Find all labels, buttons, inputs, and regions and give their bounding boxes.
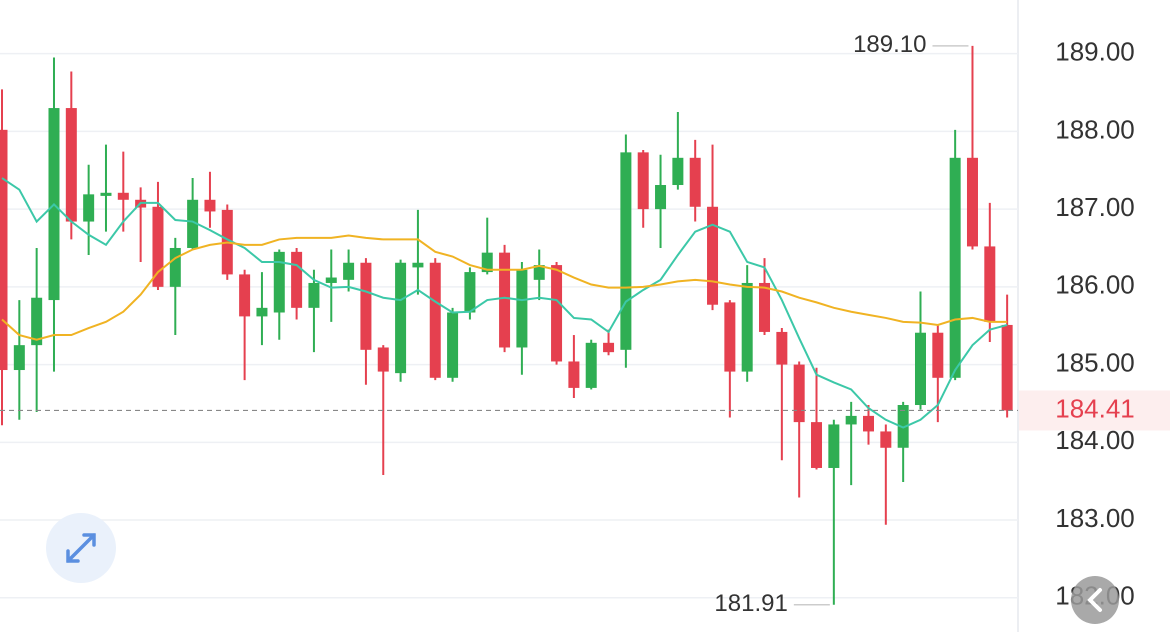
candle-body [741, 282, 753, 372]
candle-body [533, 265, 545, 280]
candle-body [914, 332, 926, 406]
candle-body [585, 342, 597, 388]
candle-body [239, 274, 251, 317]
candle-body [724, 302, 736, 372]
candle-body [516, 269, 528, 348]
moving-average-line [1, 234, 1008, 341]
candle-body [880, 431, 892, 448]
candle-body [689, 157, 701, 207]
candle-body [603, 342, 615, 353]
candle-body [343, 262, 355, 280]
candle-body [464, 272, 476, 313]
candle-body [65, 108, 77, 222]
candle-body [481, 252, 493, 273]
candle-body [966, 157, 978, 247]
y-tick-label: 186.00 [1055, 270, 1135, 300]
candle-body [447, 312, 459, 378]
max-annotation: 189.10 [853, 31, 926, 58]
candle-body [204, 199, 216, 212]
candle-body [759, 282, 771, 332]
candle-body [568, 361, 580, 388]
candle-body [863, 415, 874, 432]
candle-body [1001, 324, 1013, 411]
candle-body [707, 206, 719, 305]
candle-body [377, 347, 389, 372]
candle-body [429, 262, 441, 378]
candle-body [551, 265, 563, 362]
collapse-button[interactable] [1071, 576, 1119, 624]
candle-body [499, 252, 511, 348]
candle-body [360, 262, 372, 350]
candle-body [655, 185, 667, 210]
candle-body [83, 194, 95, 222]
candle-body [897, 405, 909, 448]
candle-body [984, 246, 996, 322]
candle-body [100, 192, 112, 196]
candle-body [169, 247, 181, 287]
last-price-background [1019, 390, 1170, 431]
candle-body [13, 345, 25, 371]
min-annotation: 181.91 [714, 590, 787, 617]
candle-body [932, 332, 944, 378]
candle-body [672, 157, 684, 186]
candle-body [412, 262, 424, 268]
candle-body [620, 152, 632, 350]
candle-body [273, 251, 285, 313]
y-tick-label: 187.00 [1055, 192, 1135, 222]
candle-body [291, 251, 303, 308]
candle-body [256, 307, 268, 317]
candle-body [828, 424, 840, 468]
candle-body [152, 206, 164, 287]
y-tick-label: 189.00 [1055, 37, 1135, 67]
moving-average-line [1, 177, 1008, 429]
candle-body [395, 262, 407, 374]
y-tick-label: 183.00 [1055, 503, 1135, 533]
y-tick-label: 185.00 [1055, 347, 1135, 377]
candle-body [308, 282, 320, 308]
candle-body [0, 129, 8, 371]
y-axis: 182.00183.00184.00185.00186.00187.00188.… [1019, 37, 1170, 611]
candle-body [811, 422, 823, 468]
last-price-label: 184.41 [1055, 393, 1135, 423]
expand-button[interactable] [46, 513, 116, 583]
candle-body [776, 331, 788, 365]
candle-body [949, 157, 961, 378]
candle-body [637, 152, 649, 210]
candle-body [793, 364, 805, 423]
candle-body [117, 192, 129, 200]
candle-body [187, 199, 199, 248]
y-tick-label: 188.00 [1055, 114, 1135, 144]
candle-body [325, 277, 337, 283]
plot: 189.10 181.91 [0, 31, 1018, 617]
candle-body [31, 297, 43, 346]
candle-body [845, 415, 857, 425]
